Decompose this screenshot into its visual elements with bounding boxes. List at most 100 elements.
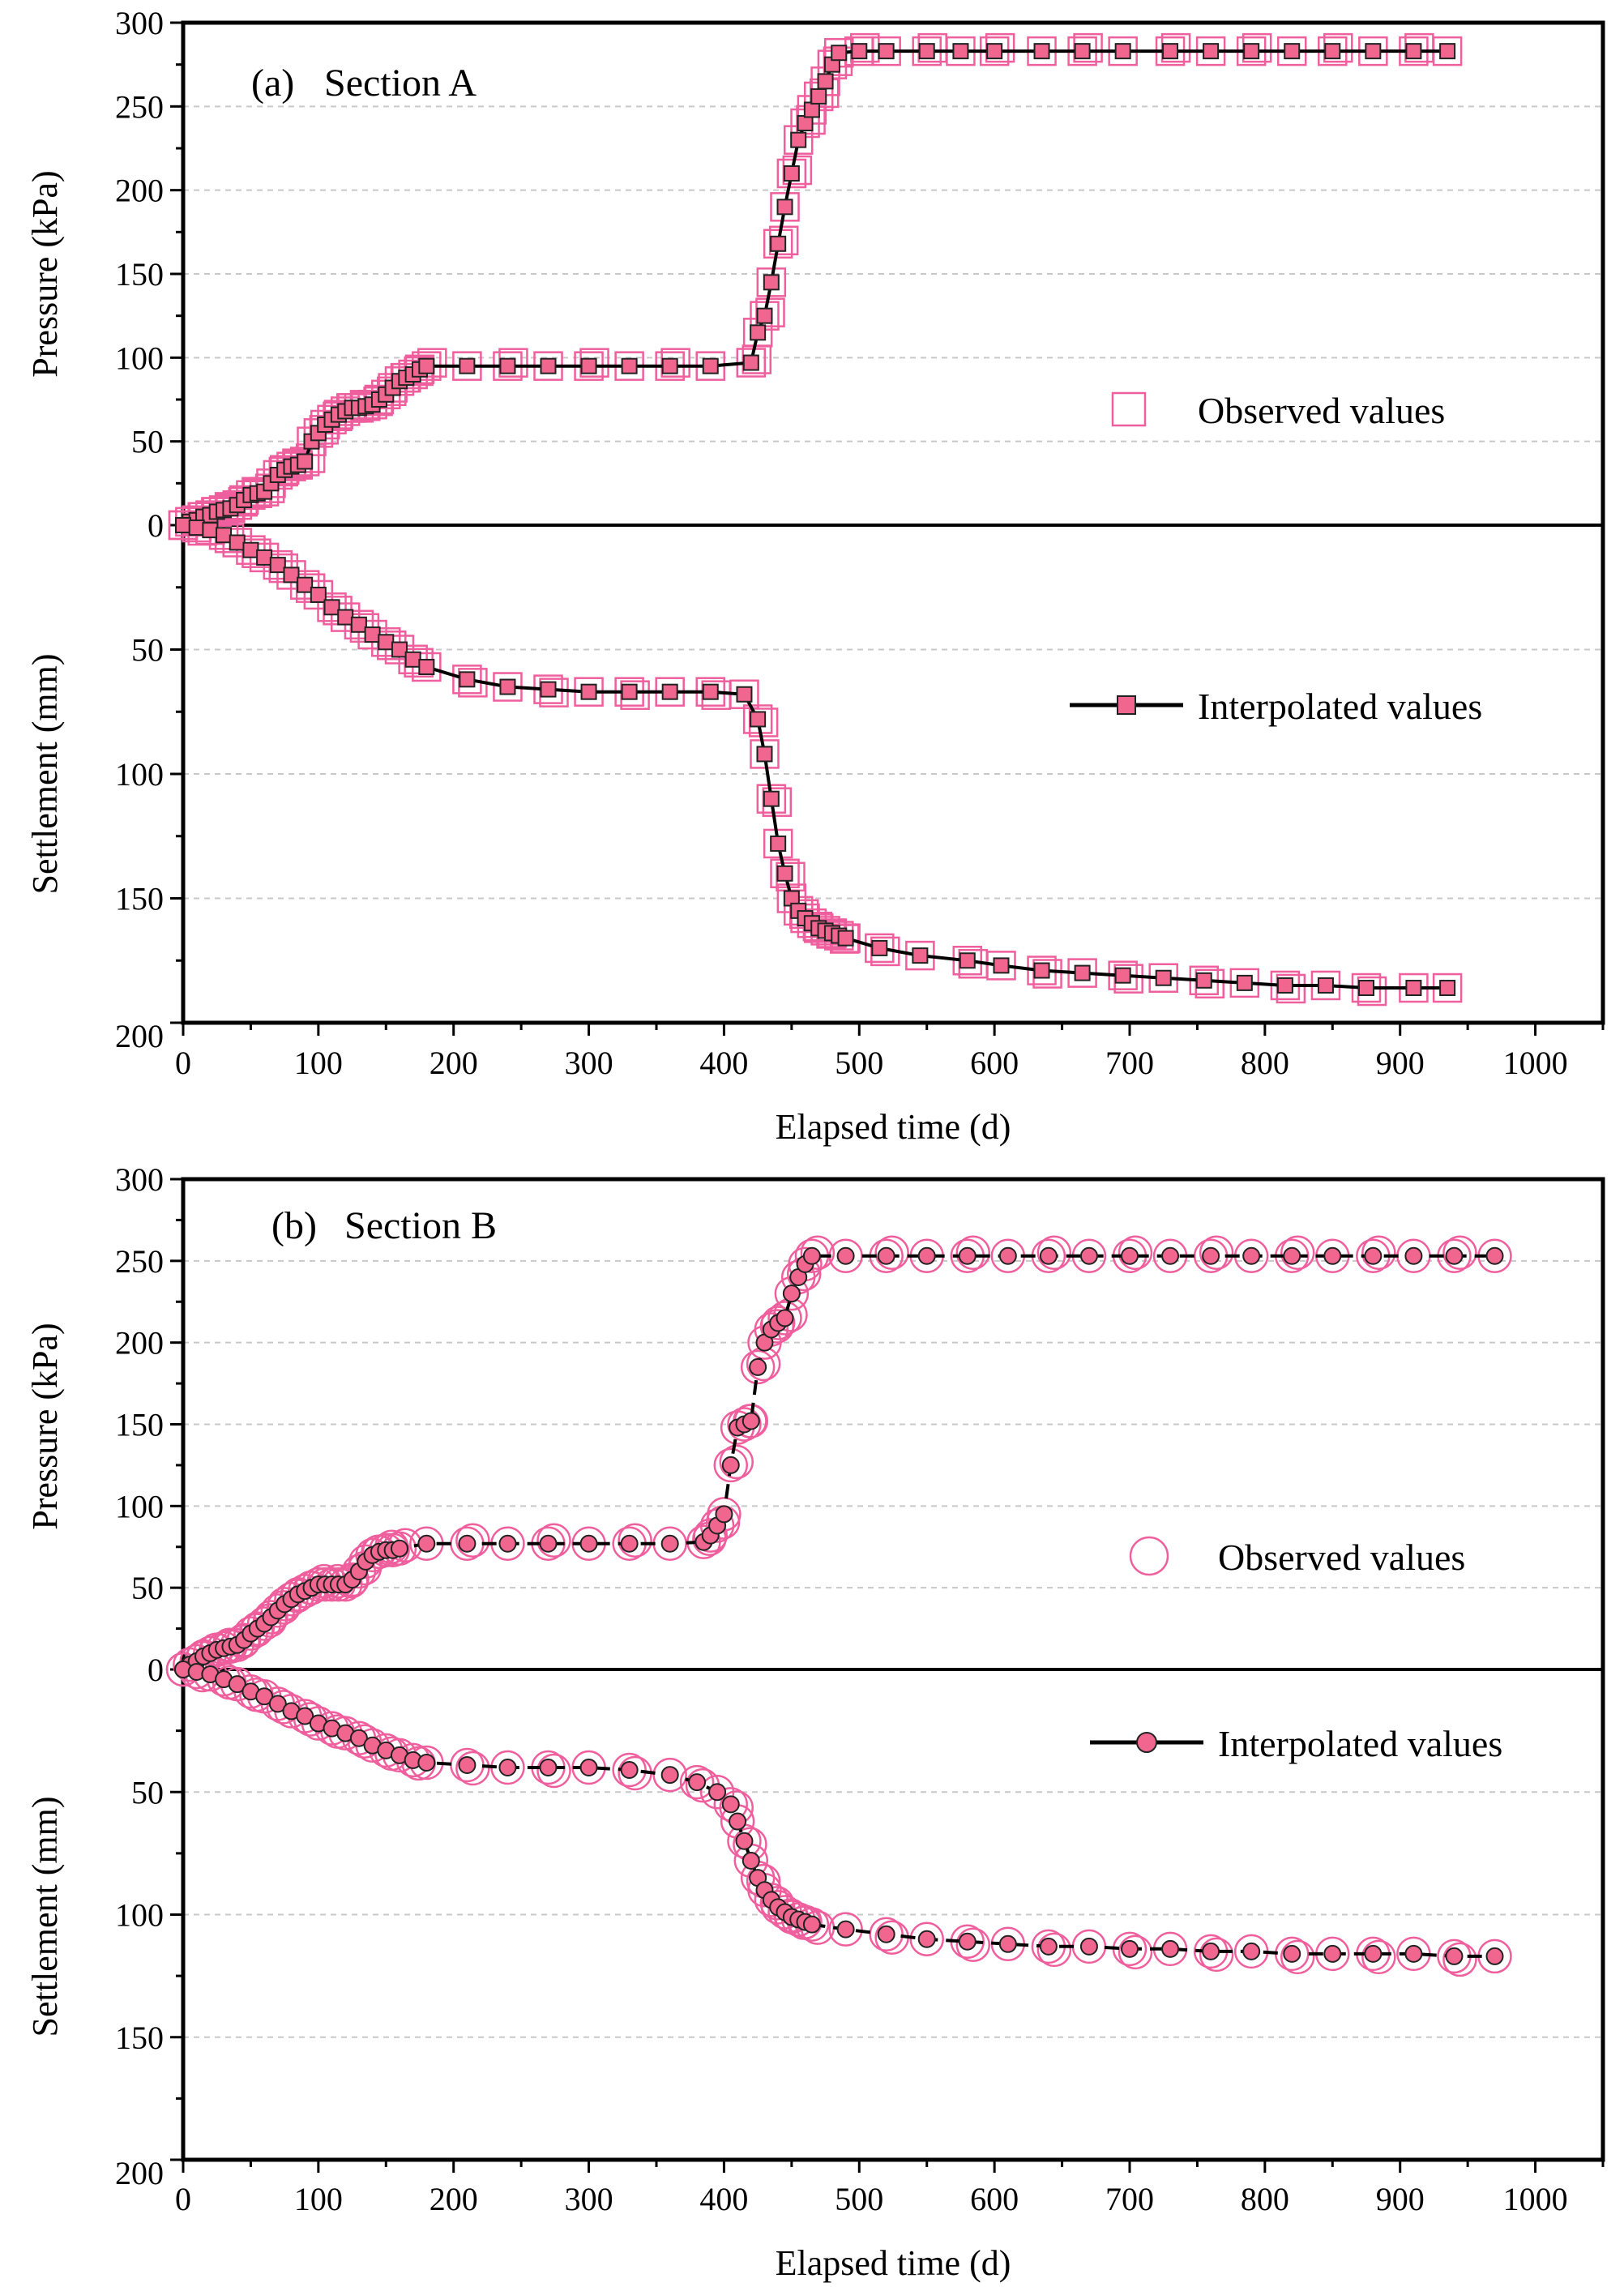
interpolated-point xyxy=(188,519,205,536)
observed-point xyxy=(612,1752,647,1788)
observed-point xyxy=(727,1407,762,1442)
pressure-tick-label: 200 xyxy=(115,1325,164,1362)
pressure-tick-label: 200 xyxy=(115,173,164,209)
interpolated-point xyxy=(1283,1944,1301,1963)
pressure-tick-label: 100 xyxy=(115,1488,164,1524)
interpolated-point xyxy=(810,88,827,105)
observed-point xyxy=(1118,1934,1153,1970)
interpolated-point xyxy=(1358,980,1374,997)
interpolated-point xyxy=(836,1246,855,1265)
interpolated-point xyxy=(993,957,1010,974)
interpolated-point xyxy=(350,616,367,633)
x-axis: 0 100 200 300 400 500 600 700 800 900 1000 Elapsed … xyxy=(175,1023,1605,1147)
interpolated-point xyxy=(310,586,327,603)
x-tick-label: 200 xyxy=(430,2181,478,2217)
interpolated-point xyxy=(959,952,976,969)
x-tick-label: 400 xyxy=(699,1045,748,1081)
x-tick-label: 800 xyxy=(1241,2181,1289,2217)
legend-label-observed: Observed values xyxy=(1198,390,1445,431)
interpolated-point xyxy=(783,165,800,182)
interpolated-point xyxy=(404,651,421,668)
x-tick-label: 0 xyxy=(175,2181,191,2217)
y-axis-title-pressure: Pressure (kPa) xyxy=(25,1323,65,1529)
settlement-tick-label: 100 xyxy=(115,1897,164,1934)
interpolated-point xyxy=(750,711,767,728)
x-tick-label: 700 xyxy=(1105,1045,1154,1081)
observed-point xyxy=(652,1757,687,1793)
observed-point xyxy=(874,1235,909,1271)
x-tick-label: 600 xyxy=(970,1045,1019,1081)
observed-point xyxy=(679,1764,715,1800)
series-interpolated xyxy=(175,43,1456,997)
interpolated-point xyxy=(770,235,787,252)
interpolated-point xyxy=(417,1753,436,1772)
y-axis-title-settlement: Settlement (mm) xyxy=(25,1797,65,2037)
interpolated-point xyxy=(917,1930,936,1948)
interpolated-point xyxy=(499,678,516,695)
interpolated-point xyxy=(1033,962,1050,979)
settlement-tick-label: 100 xyxy=(115,756,164,793)
observed-point xyxy=(763,828,793,859)
y-axis-title-pressure: Pressure (kPa) xyxy=(25,170,65,377)
interpolated-point xyxy=(620,1534,639,1553)
chart-panel-section-a: 0 100 200 300 400 500 600 700 800 900 1000Elapsed … xyxy=(25,5,1605,1147)
interpolated-point xyxy=(459,357,476,374)
x-axis: 0 100 200 300 400 500 600 700 800 900 1000 Elapsed … xyxy=(175,2160,1605,2283)
observed-point xyxy=(455,1751,490,1786)
interpolated-point xyxy=(756,746,773,763)
observed-point xyxy=(1442,1235,1477,1271)
observed-point xyxy=(776,158,807,189)
observed-point xyxy=(536,1523,571,1558)
interpolated-point xyxy=(1074,43,1091,60)
legend: Observed values Interpolated values xyxy=(1070,390,1482,727)
legend: Observed values Interpolated values xyxy=(1090,1536,1502,1764)
x-tick-label: 900 xyxy=(1376,2181,1425,2217)
interpolated-point xyxy=(661,357,678,374)
x-tick-label: 1000 xyxy=(1503,1045,1568,1081)
interpolated-point xyxy=(580,683,597,700)
interpolated-point xyxy=(269,557,286,574)
observed-point xyxy=(869,1917,904,1951)
observed-point xyxy=(719,1444,754,1480)
pressure-tick-label: 150 xyxy=(115,256,164,293)
legend-label-interpolated: Interpolated values xyxy=(1198,686,1482,727)
interpolated-point xyxy=(1136,1732,1157,1753)
pressure-tick-label: 250 xyxy=(115,1243,164,1280)
x-tick-label: 400 xyxy=(699,2181,748,2217)
interpolated-point xyxy=(837,930,854,947)
interpolated-point xyxy=(1439,43,1456,60)
interpolated-point xyxy=(1074,964,1091,981)
observed-point xyxy=(955,1235,991,1271)
interpolated-point xyxy=(391,641,408,658)
interpolated-point xyxy=(1236,974,1253,991)
observed-point xyxy=(763,229,793,259)
observed-point xyxy=(536,1753,571,1789)
y-axis: 0 50 100 150 200 250 300 50 100 150 200 Pressure (k… xyxy=(25,5,183,1054)
interpolated-point xyxy=(749,1357,767,1376)
interpolated-point xyxy=(540,681,557,698)
settlement-tick-label: 150 xyxy=(115,2020,164,2056)
pressure-tick-label: 150 xyxy=(115,1407,164,1443)
observed-point xyxy=(756,267,787,297)
interpolated-point xyxy=(297,576,314,593)
series-interpolated xyxy=(174,1246,1504,1965)
interpolated-point xyxy=(836,1920,855,1939)
interpolated-point xyxy=(877,1925,895,1943)
interpolated-point xyxy=(715,1505,733,1524)
interpolated-point xyxy=(539,1534,558,1553)
legend-label-interpolated: Interpolated values xyxy=(1218,1723,1502,1764)
observed-point xyxy=(713,1447,749,1483)
observed-point xyxy=(1118,1235,1153,1271)
observed-point xyxy=(618,1523,652,1558)
interpolated-point xyxy=(721,1795,740,1814)
x-tick-label: 500 xyxy=(835,1045,883,1081)
observed-point xyxy=(742,704,773,734)
pressure-tick-label: 300 xyxy=(115,5,164,41)
interpolated-point xyxy=(750,324,767,341)
interpolated-point xyxy=(735,1832,754,1850)
interpolated-point xyxy=(1121,1246,1139,1265)
x-tick-label: 0 xyxy=(175,1045,191,1081)
interpolated-point xyxy=(851,43,868,60)
observed-point xyxy=(1280,1939,1315,1975)
observed-point xyxy=(740,1349,776,1385)
